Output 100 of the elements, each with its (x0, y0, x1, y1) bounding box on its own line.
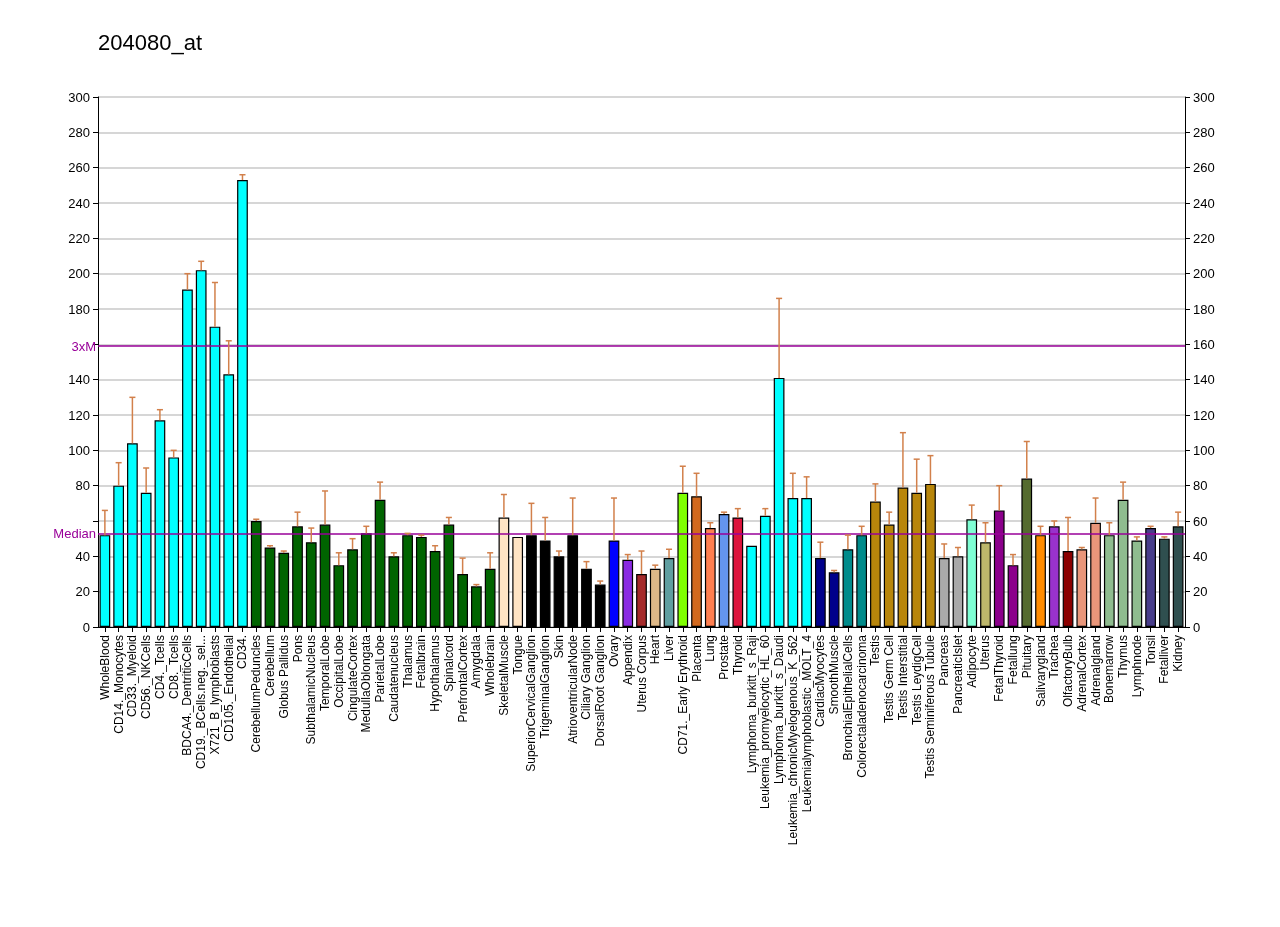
x-tick-label: Ciliary Ganglion (579, 635, 594, 720)
x-tick-label: Pons (290, 635, 305, 663)
y-tick-label: 120 (68, 407, 90, 423)
y-tick-label: 220 (68, 230, 90, 246)
y2-tick-label: 100 (1193, 442, 1215, 458)
x-tick-label: CD8._Tcells (166, 635, 181, 700)
x-tick-label: PrefrontalCortex (455, 635, 470, 723)
y-tick-label: 280 (68, 124, 90, 140)
x-tick-label: Caudatenucleus (386, 635, 401, 722)
x-tick-label: Globus Pallidus (276, 635, 291, 719)
x-tick-label: Bonemarrow (1102, 634, 1117, 704)
x-tick-label: SmoothMuscle (827, 634, 842, 715)
y2-tick-label: 80 (1193, 478, 1208, 494)
x-tick-label: Fetallung (1006, 635, 1021, 685)
x-tick-label: SuperiorCervicalGanglion (524, 635, 539, 772)
y-tick-label: 260 (68, 160, 90, 176)
y-tick-label: 240 (68, 195, 90, 211)
x-tick-label: FetalThyroid (992, 635, 1007, 702)
x-tick-label: CingulateCortex (345, 635, 360, 722)
y2-tick-label: 120 (1193, 407, 1215, 423)
x-tick-label: Liver (662, 635, 677, 662)
x-tick-label: Hypothalamus (428, 635, 443, 712)
y2-tick-label: 220 (1193, 230, 1215, 246)
x-tick-label: Kidney (1171, 635, 1186, 672)
y2-tick-label: 40 (1193, 548, 1208, 564)
y-tick-label: 80 (75, 478, 90, 494)
x-tick-label: Leukemia_promyelocytic_HL_60 (758, 634, 773, 810)
x-tick-label: CerebellumPeduncles (249, 635, 264, 753)
x-tick-label: Testis Interstitial (895, 635, 910, 721)
x-tick-label: CD56._NKCells (139, 635, 154, 720)
x-tick-label: X721_B_lymphoblasts (207, 635, 222, 755)
x-tick-label: Thymus (1116, 635, 1131, 678)
y2-tick-label: 300 (1193, 89, 1215, 105)
x-tick-label: Appendix (620, 635, 635, 686)
y2-tick-label: 160 (1193, 336, 1215, 352)
x-tick-label: Uterus Corpus (634, 635, 649, 713)
x-tick-label: OccipitalLobe (331, 634, 346, 708)
y-tick-label: 40 (75, 548, 90, 564)
x-tick-label: TemporalLobe (318, 634, 333, 712)
x-tick-label: PancreaticIslet (950, 634, 965, 714)
x-tick-label: Wholebrain (483, 635, 498, 696)
x-tick-label: Colorectaladenocarcinoma (854, 634, 869, 778)
y-tick-label: 140 (68, 372, 90, 388)
x-tick-label: Adrenalgland (1088, 635, 1103, 706)
x-tick-label: Amygdala (469, 634, 484, 689)
x-tick-label: CD14._Monocytes (111, 635, 126, 734)
x-tick-label: Testis LeydigCell (909, 635, 924, 726)
x-tick-label: TrigeminalGanglion (538, 635, 553, 739)
ref-line-label: 3xM (71, 338, 96, 354)
y-tick-label: 200 (68, 266, 90, 282)
x-tick-label: BDCA4._DentriticCells (180, 635, 195, 756)
y2-tick-label: 20 (1193, 584, 1208, 600)
y-tick-label: 20 (75, 584, 90, 600)
y-tick-label: 0 (82, 619, 90, 635)
x-tick-label: Pancreas (937, 635, 952, 686)
x-tick-label: CD105._Endothelial (221, 635, 236, 742)
x-tick-label: Testis Germ Cell (882, 635, 897, 724)
x-tick-label: ParietalLobe (373, 634, 388, 703)
x-tick-label: Fetalbrain (414, 635, 429, 689)
x-tick-label: Cerebellum (262, 635, 277, 697)
x-tick-label: CardiacMyocytes (813, 635, 828, 728)
x-tick-label: DorsalRoot Ganglion (593, 635, 608, 747)
x-tick-label: Thalamus (400, 635, 415, 688)
x-tick-label: SubthalamicNucleus (304, 635, 319, 745)
y2-tick-label: 240 (1193, 195, 1215, 211)
x-tick-label: CD19._BCells.neg._sel... (194, 635, 209, 770)
y2-tick-label: 280 (1193, 124, 1215, 140)
x-tick-label: Lymphnode (1129, 634, 1144, 698)
x-tick-label: MedullaOblongata (359, 634, 374, 733)
x-tick-label: Leukemia_chronicMyelogenous_K_562 (785, 634, 800, 846)
x-tick-label: Spinalcord (441, 635, 456, 692)
x-tick-label: Ovary (606, 635, 621, 668)
x-tick-label: Trachea (1047, 634, 1062, 679)
y-tick-label: 300 (68, 89, 90, 105)
x-tick-label: CD4._Tcells (152, 635, 167, 700)
x-tick-label: OlfactoryBulb (1061, 634, 1076, 708)
y2-tick-label: 140 (1193, 372, 1215, 388)
x-tick-label: Placenta (689, 634, 704, 682)
x-tick-label: Lymphoma_burkitt_s_Daudi (772, 635, 787, 784)
x-tick-label: Pituitary (1019, 635, 1034, 679)
x-tick-label: BronchialEpithelialCells (840, 635, 855, 761)
x-tick-label: Uterus (978, 635, 993, 671)
y2-tick-label: 200 (1193, 266, 1215, 282)
y-tick-label: 180 (68, 301, 90, 317)
chart-title: 204080_at (98, 29, 202, 55)
x-tick-label: Adipocyte (964, 634, 979, 688)
x-tick-label: CD33._Myeloid (125, 635, 140, 718)
x-tick-label: CD34. (235, 635, 250, 670)
x-tick-label: Leukemialymphoblastic_MOLT_4 (799, 634, 814, 813)
x-tick-label: AtrioventricularNode (565, 634, 580, 744)
y2-tick-label: 60 (1193, 513, 1208, 529)
y-tick-label: 100 (68, 442, 90, 458)
ref-line-label: Median (53, 525, 96, 541)
x-tick-label: CD71._Early Erythroid (675, 635, 690, 755)
x-tick-label: Thyroid (730, 635, 745, 676)
x-tick-label: AdrenalCortex (1074, 635, 1089, 712)
x-tick-label: Tongue (510, 634, 525, 675)
x-tick-label: Skin (551, 635, 566, 659)
x-tick-label: Salivarygland (1033, 635, 1048, 708)
x-tick-label: Fetalliver (1157, 635, 1172, 684)
